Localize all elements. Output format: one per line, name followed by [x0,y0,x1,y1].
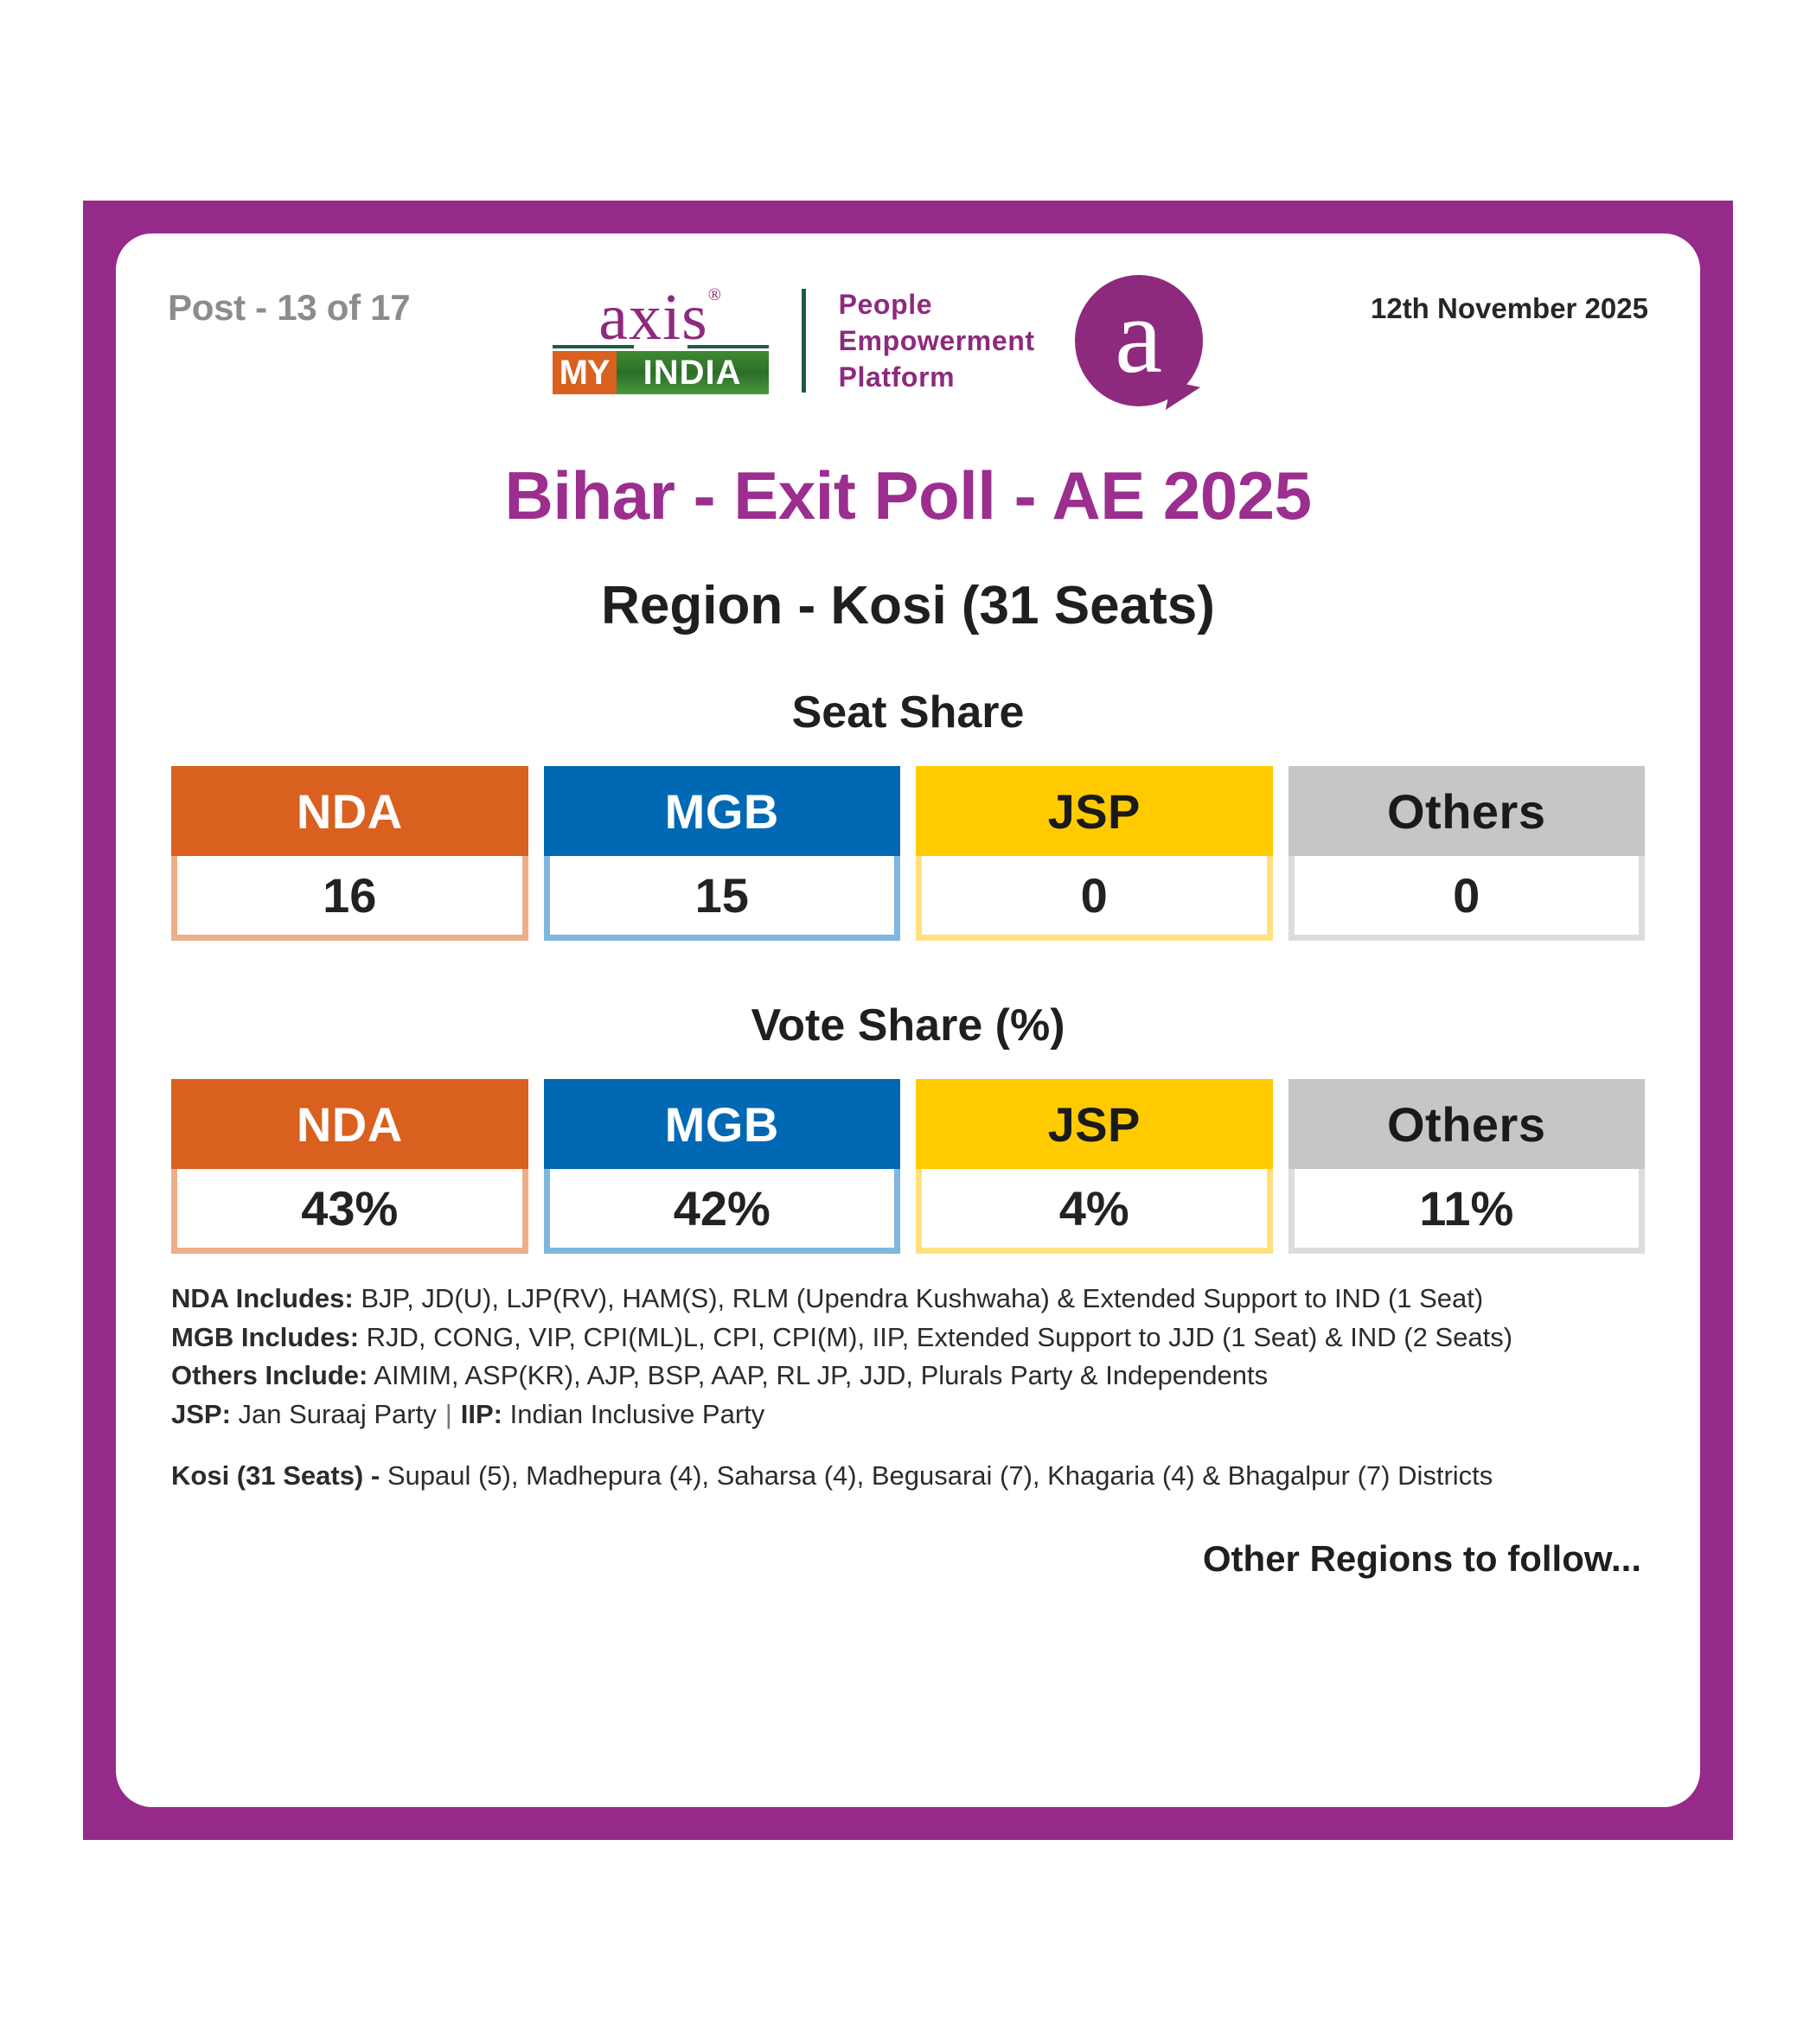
tagline-line-1: People [838,288,933,320]
vote-share-column-jsp: JSP 4% [916,1079,1273,1254]
my-india-wordmark: MY INDIA [552,350,769,394]
logo-tagline: People Empowerment Platform [839,286,1035,396]
note-jsp-text: Jan Suraaj Party [230,1398,437,1429]
vote-share-column-nda: NDA 43% [171,1079,528,1254]
bubble-circle [1074,275,1203,406]
vote-share-heading: Vote Share (%) [751,1000,1065,1051]
note-iip-text: Indian Inclusive Party [502,1398,765,1429]
header: Post - 13 of 17 axis® MY INDIA [168,273,1648,417]
vote-share-header-nda: NDA [171,1079,528,1169]
post-counter: Post - 13 of 17 [168,287,411,328]
vote-share-table: NDA 43% MGB 42% JSP 4% Others 11% [168,1079,1648,1254]
axis-my-india-logo: axis® MY INDIA People Empowerment Pl [552,275,1203,417]
note-mgb-text: RJD, CONG, VIP, CPI(ML)L, CPI, CPI(M), I… [359,1321,1513,1352]
vote-share-value-others: 11% [1288,1169,1645,1254]
note-separator: | [444,1398,452,1429]
bubble-letter: a [1115,277,1163,395]
rule-left [552,344,634,348]
note-nda: NDA Includes: BJP, JD(U), LJP(RV), HAM(S… [171,1280,1645,1319]
axis-underline-rule [552,344,769,348]
vote-share-column-mgb: MGB 42% [543,1079,900,1254]
my-block: MY [552,350,617,394]
seat-share-header-others: Others [1288,766,1645,856]
post-date: 12th November 2025 [1370,292,1648,324]
note-others-label: Others Include: [171,1360,368,1391]
vote-share-header-jsp: JSP [916,1079,1273,1169]
region-subtitle: Region - Kosi (31 Seats) [601,576,1215,636]
seat-share-column-nda: NDA 16 [171,766,528,941]
vote-share-column-others: Others 11% [1288,1079,1645,1254]
seat-share-column-others: Others 0 [1288,766,1645,941]
note-region-districts: Kosi (31 Seats) - Supaul (5), Madhepura … [171,1460,1645,1491]
seat-share-value-mgb: 15 [543,856,900,941]
note-nda-label: NDA Includes: [171,1283,354,1313]
seat-share-value-nda: 16 [171,856,528,941]
registered-mark-icon: ® [707,285,722,305]
page-title: Bihar - Exit Poll - AE 2025 [504,457,1312,533]
note-mgb-label: MGB Includes: [171,1321,360,1352]
logo-divider [801,289,806,393]
rule-right [687,344,769,348]
seat-share-header-mgb: MGB [543,766,900,856]
footer-note: Other Regions to follow... [1202,1537,1641,1579]
seat-share-header-jsp: JSP [916,766,1273,856]
note-mgb: MGB Includes: RJD, CONG, VIP, CPI(ML)L, … [171,1319,1645,1357]
axis-text: axis [598,280,708,354]
poster-frame: Post - 13 of 17 axis® MY INDIA [83,201,1733,1840]
vote-share-value-nda: 43% [171,1169,528,1254]
note-others-text: AIMIM, ASP(KR), AJP, BSP, AAP, RL JP, JJ… [368,1360,1269,1391]
vote-share-value-jsp: 4% [916,1169,1273,1254]
seat-share-value-jsp: 0 [916,856,1273,941]
seat-share-value-others: 0 [1288,856,1645,941]
note-abbreviations: JSP: Jan Suraaj Party | IIP: Indian Inclus… [171,1396,1645,1434]
axis-word: axis® [553,284,769,350]
axis-wordmark: axis® MY INDIA [552,284,769,394]
poster-card: Post - 13 of 17 axis® MY INDIA [116,233,1700,1807]
note-region-text: Supaul (5), Madhepura (4), Saharsa (4), … [380,1460,1493,1491]
tagline-line-3: Platform [838,361,956,393]
india-block: INDIA [616,350,769,394]
seat-share-column-jsp: JSP 0 [916,766,1273,941]
seat-share-heading: Seat Share [791,687,1025,738]
note-region-label: Kosi (31 Seats) - [171,1460,380,1491]
vote-share-header-mgb: MGB [543,1079,900,1169]
seat-share-header-nda: NDA [171,766,528,856]
note-iip-label: IIP: [460,1398,503,1429]
seat-share-table: NDA 16 MGB 15 JSP 0 Others 0 [168,766,1648,941]
legend-notes: NDA Includes: BJP, JD(U), LJP(RV), HAM(S… [168,1280,1648,1491]
speech-bubble-icon: a [1074,275,1203,417]
vote-share-value-mgb: 42% [543,1169,900,1254]
note-nda-text: BJP, JD(U), LJP(RV), HAM(S), RLM (Upendr… [353,1283,1484,1313]
tagline-line-2: Empowerment [838,324,1035,356]
seat-share-column-mgb: MGB 15 [543,766,900,941]
note-jsp-label: JSP: [171,1398,231,1429]
note-others: Others Include: AIMIM, ASP(KR), AJP, BSP… [171,1357,1645,1396]
vote-share-header-others: Others [1288,1079,1645,1169]
